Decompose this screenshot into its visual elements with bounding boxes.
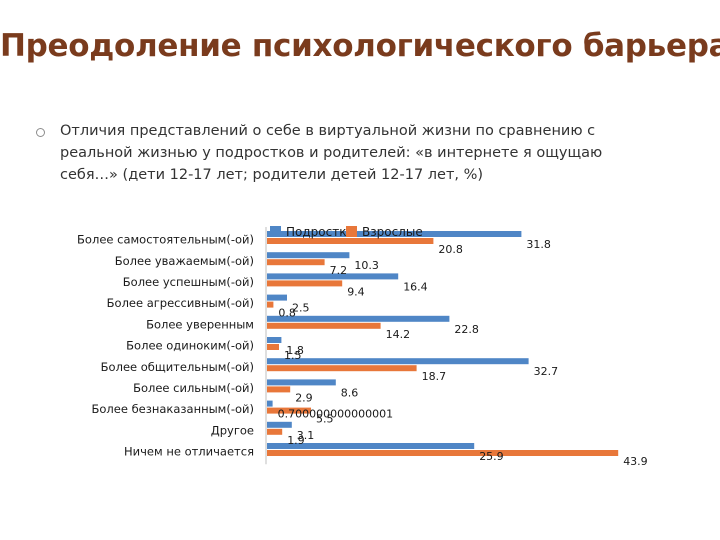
data-label: 32.7 [534, 365, 559, 378]
teen-bar [267, 358, 529, 365]
data-label: 16.4 [403, 280, 428, 293]
category-label: Более сильным(-ой) [133, 381, 254, 395]
teen-bar [267, 315, 450, 322]
adult-bar [267, 344, 279, 350]
category-label: Более самостоятельным(-ой) [77, 233, 254, 247]
teen-bar [267, 379, 336, 386]
data-label: 3.1 [297, 429, 315, 442]
data-label: 20.8 [438, 243, 463, 256]
category-label: Ничем не отличается [124, 445, 254, 459]
data-label: 7.2 [330, 264, 348, 277]
legend-swatch [270, 226, 281, 237]
data-label: 0.8 [278, 307, 296, 320]
chart-legend: Подростки Взрослые [270, 225, 423, 239]
value-labels: 31.820.810.37.216.49.42.50.822.814.21.81… [278, 238, 648, 468]
adult-bar [267, 450, 619, 456]
data-label: 31.8 [526, 238, 551, 251]
data-label: 2.9 [295, 391, 313, 404]
data-label: 0.700000000000001 [278, 408, 393, 421]
category-label: Более безнаказанным(-ой) [91, 402, 254, 416]
data-label: 2.5 [292, 302, 310, 315]
adult-bar [267, 238, 434, 244]
teen-bar [267, 273, 399, 280]
data-label: 8.6 [341, 386, 359, 399]
teen-bar [267, 231, 522, 237]
data-label: 5.5 [316, 413, 334, 426]
adult-bar [267, 322, 381, 329]
data-label: 1.8 [286, 344, 304, 357]
category-label: Более успешным(-ой) [123, 275, 254, 289]
category-label: Более одиноким(-ой) [126, 339, 254, 353]
teen-bar [267, 400, 273, 407]
data-label: 9.4 [347, 285, 365, 298]
legend-swatch [346, 226, 357, 237]
data-label: 18.7 [422, 370, 447, 383]
teen-bar [267, 252, 350, 259]
legend-label: Взрослые [362, 225, 423, 239]
data-label: 25.9 [479, 450, 504, 463]
adult-bar [267, 259, 325, 266]
adult-bar [267, 280, 343, 287]
data-label: 14.2 [386, 328, 411, 341]
category-label: Более общительным(-ой) [101, 360, 254, 374]
category-label: Более агрессивным(-ой) [107, 296, 254, 310]
teen-bar [267, 294, 287, 301]
category-labels: Более самостоятельным(-ой) Более уважаемы… [77, 233, 254, 459]
teen-bar [267, 421, 292, 428]
teen-bar [267, 337, 282, 343]
category-label: Другое [211, 423, 254, 437]
bars [267, 231, 619, 456]
bullet-circle-icon [36, 128, 45, 137]
category-label: Более уважаемым(-ой) [115, 254, 254, 268]
adult-bar [267, 407, 311, 414]
adult-bar [267, 428, 283, 435]
teen-bar [267, 443, 475, 449]
data-label: 43.9 [623, 455, 648, 468]
data-label: 1.5 [284, 349, 302, 362]
adult-bar [267, 365, 417, 372]
adult-bar [267, 386, 291, 393]
category-label: Более уверенным [146, 317, 254, 331]
slide-title: Преодоление психологического барьера [0, 28, 720, 64]
adult-bar [267, 301, 274, 308]
data-label: 1.9 [287, 434, 305, 447]
data-label: 22.8 [454, 323, 479, 336]
bullet-text: Отличия представлений о себе в виртуальн… [60, 123, 603, 183]
legend-label: Подростки [286, 225, 354, 239]
data-label: 10.3 [354, 259, 379, 272]
